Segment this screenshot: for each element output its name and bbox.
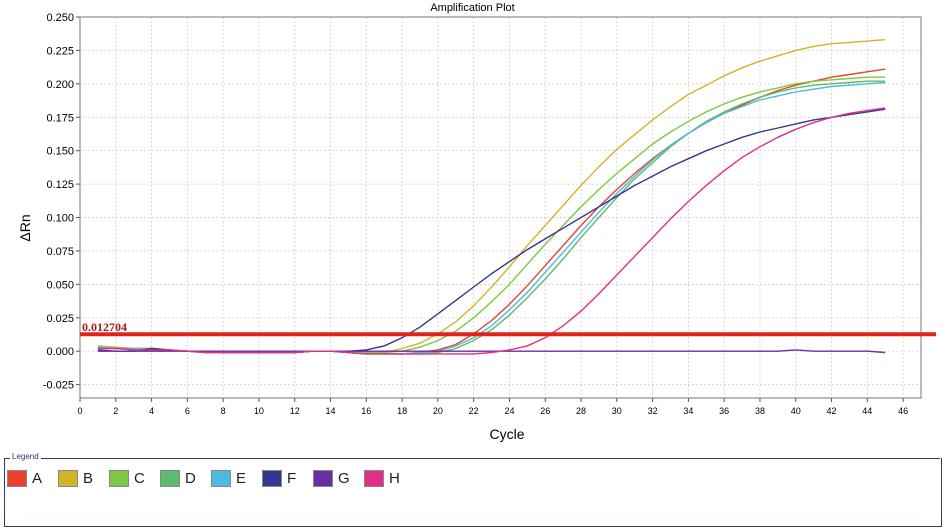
grid <box>79 16 921 398</box>
y-axis-label: ΔRn <box>17 214 33 241</box>
x-tick-label: 44 <box>862 406 872 416</box>
axes: 0.250 0.225 0.200 0.175 0.150 0.125 0.100 0.075… <box>43 12 922 416</box>
x-tick-label: 6 <box>185 406 190 416</box>
x-tick-label: 16 <box>361 406 371 416</box>
legend-swatch <box>313 470 333 487</box>
y-tick-label: 0.250 <box>46 12 74 24</box>
legend-item-H[interactable]: H <box>364 470 407 487</box>
x-tick-label: 30 <box>612 406 622 416</box>
legend-label: C <box>134 470 145 487</box>
x-tick-label: 4 <box>149 406 154 416</box>
legend-label: G <box>338 470 350 487</box>
y-tick-label: 0.000 <box>46 346 74 358</box>
x-tick-label: 8 <box>221 406 226 416</box>
legend-item-A[interactable]: A <box>7 470 50 487</box>
x-tick-label: 2 <box>113 406 118 416</box>
y-tick-label: 0.125 <box>46 179 74 191</box>
x-tick-label: 34 <box>683 406 693 416</box>
x-tick-label: 18 <box>397 406 407 416</box>
x-tick-label: 14 <box>326 406 336 416</box>
legend-item-E[interactable]: E <box>211 470 254 487</box>
threshold-label: 0.012704 <box>82 320 127 334</box>
x-tick-label: 42 <box>827 406 837 416</box>
x-tick-label: 46 <box>898 406 908 416</box>
legend-label: E <box>236 470 247 487</box>
series-line-G <box>97 349 886 354</box>
y-tick-label: 0.150 <box>46 146 74 158</box>
x-tick-label: 20 <box>433 406 443 416</box>
legend-swatch <box>211 470 231 487</box>
legend-swatch <box>7 470 27 487</box>
legend-swatch <box>160 470 180 487</box>
y-tick-label: 0.200 <box>46 79 74 91</box>
x-tick-label: 38 <box>755 406 765 416</box>
series-lines <box>97 39 886 355</box>
threshold: 0.012704 <box>80 320 936 337</box>
x-axis-label: Cycle <box>489 426 524 442</box>
legend-label: F <box>287 470 297 487</box>
legend-label: A <box>32 470 43 487</box>
y-tick-label: 0.175 <box>46 112 74 124</box>
y-tick-label: 0.075 <box>46 246 74 258</box>
x-tick-label: 12 <box>290 406 300 416</box>
series-line-F <box>97 108 886 354</box>
legend-item-B[interactable]: B <box>58 470 101 487</box>
legend-label: B <box>83 470 94 487</box>
series-line-H <box>97 107 886 355</box>
series-line-E <box>97 81 886 355</box>
y-tick-label: 0.025 <box>46 313 74 325</box>
legend-title: Legend <box>10 452 41 461</box>
series-line-B <box>97 39 886 354</box>
legend-label: D <box>185 470 196 487</box>
x-tick-label: 40 <box>791 406 801 416</box>
y-tick-label: 0.225 <box>46 45 74 57</box>
x-tick-label: 22 <box>469 406 479 416</box>
legend-item-G[interactable]: G <box>313 470 356 487</box>
series-line-A <box>97 68 886 355</box>
x-tick-label: 10 <box>254 406 264 416</box>
legend-item-D[interactable]: D <box>160 470 203 487</box>
legend-item-F[interactable]: F <box>262 470 305 487</box>
x-tick-label: 36 <box>719 406 729 416</box>
x-tick-label: 26 <box>540 406 550 416</box>
legend-swatch <box>58 470 78 487</box>
chart-title: Amplification Plot <box>430 2 515 14</box>
plot-frame <box>79 16 922 399</box>
legend-swatch <box>109 470 129 487</box>
y-tick-label: 0.100 <box>46 213 74 225</box>
legend-panel <box>4 458 942 527</box>
series-line-C <box>97 76 886 354</box>
legend-item-C[interactable]: C <box>109 470 152 487</box>
x-tick-label: 0 <box>77 406 82 416</box>
legend-label: H <box>389 470 400 487</box>
legend-swatch <box>364 470 384 487</box>
x-tick-label: 28 <box>576 406 586 416</box>
x-tick-label: 24 <box>504 406 514 416</box>
x-tick-label: 32 <box>648 406 658 416</box>
legend-divider <box>4 458 940 459</box>
y-tick-label: -0.025 <box>43 380 74 392</box>
y-tick-label: 0.050 <box>46 279 74 291</box>
series-line-D <box>97 80 886 355</box>
legend-items: A B C D E F G H <box>7 470 415 487</box>
legend-swatch <box>262 470 282 487</box>
